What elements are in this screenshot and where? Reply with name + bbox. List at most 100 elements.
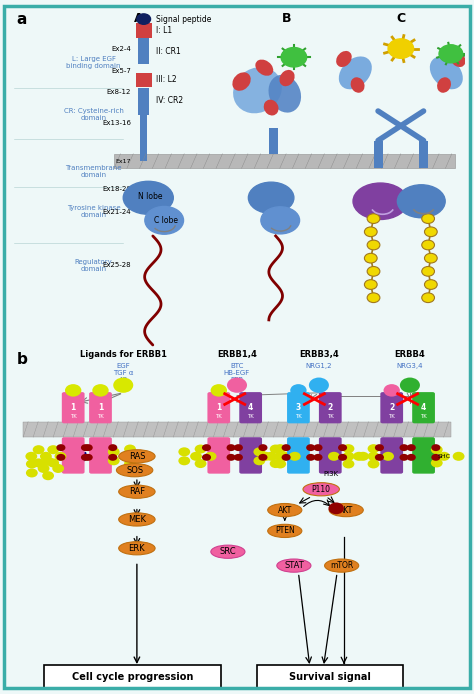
Text: AKT: AKT <box>278 506 292 514</box>
Text: STAT: STAT <box>284 561 304 570</box>
Circle shape <box>453 452 465 461</box>
Circle shape <box>137 14 151 24</box>
Circle shape <box>42 457 54 466</box>
Circle shape <box>407 444 416 451</box>
Ellipse shape <box>123 181 173 214</box>
Text: P110: P110 <box>312 485 331 493</box>
Ellipse shape <box>329 504 363 516</box>
Circle shape <box>328 452 340 461</box>
Circle shape <box>290 384 307 397</box>
Circle shape <box>258 444 267 451</box>
Circle shape <box>328 502 344 514</box>
Text: TK: TK <box>295 414 302 419</box>
Circle shape <box>42 471 54 480</box>
Text: EGF
TGF α
AR: EGF TGF α AR <box>113 362 134 382</box>
Circle shape <box>52 464 64 473</box>
FancyBboxPatch shape <box>239 392 262 423</box>
Text: C: C <box>396 12 405 25</box>
Text: A: A <box>134 12 144 25</box>
Text: 1: 1 <box>216 403 221 412</box>
Text: SRC: SRC <box>219 548 236 556</box>
Circle shape <box>422 293 435 303</box>
Ellipse shape <box>280 70 295 86</box>
Text: TK: TK <box>327 414 334 419</box>
Circle shape <box>375 444 384 451</box>
FancyBboxPatch shape <box>319 437 342 473</box>
FancyBboxPatch shape <box>380 392 403 423</box>
Circle shape <box>274 459 286 468</box>
Circle shape <box>108 448 119 457</box>
Circle shape <box>400 454 409 461</box>
Circle shape <box>47 459 59 468</box>
Ellipse shape <box>351 77 365 93</box>
Ellipse shape <box>303 483 339 496</box>
Circle shape <box>365 280 377 289</box>
Text: SOS: SOS <box>126 466 143 475</box>
Ellipse shape <box>211 545 245 558</box>
Ellipse shape <box>268 525 302 537</box>
Circle shape <box>439 45 463 63</box>
Text: NRG3,4: NRG3,4 <box>397 362 423 369</box>
Text: I: L1: I: L1 <box>156 26 173 35</box>
Text: Regulatory
domain: Regulatory domain <box>75 259 112 272</box>
Text: Ex13-16: Ex13-16 <box>102 120 131 126</box>
Text: TK: TK <box>388 414 395 419</box>
FancyBboxPatch shape <box>62 437 84 473</box>
Text: NRG1,2: NRG1,2 <box>306 362 332 369</box>
Circle shape <box>375 454 384 461</box>
Text: III: L2: III: L2 <box>156 76 177 84</box>
Circle shape <box>270 445 282 454</box>
Text: TK: TK <box>247 414 254 419</box>
Text: Ex2-4: Ex2-4 <box>111 46 131 51</box>
Ellipse shape <box>118 450 155 463</box>
Circle shape <box>425 253 437 263</box>
Circle shape <box>81 454 90 461</box>
Circle shape <box>431 459 443 468</box>
Ellipse shape <box>325 559 359 572</box>
Circle shape <box>367 293 380 303</box>
Circle shape <box>388 39 413 58</box>
Text: L: Large EGF
binding domain: L: Large EGF binding domain <box>66 56 121 69</box>
Text: ERBB4: ERBB4 <box>394 350 425 359</box>
Circle shape <box>438 452 450 461</box>
Ellipse shape <box>145 207 183 235</box>
Circle shape <box>368 444 379 453</box>
Circle shape <box>367 240 380 250</box>
Circle shape <box>265 452 277 461</box>
FancyBboxPatch shape <box>412 437 435 473</box>
FancyBboxPatch shape <box>89 437 112 473</box>
Circle shape <box>368 452 379 461</box>
Circle shape <box>270 459 282 468</box>
Text: 2: 2 <box>328 403 333 412</box>
Text: Transmembrane
domain: Transmembrane domain <box>65 165 122 178</box>
Circle shape <box>365 227 377 237</box>
Circle shape <box>357 452 369 461</box>
Text: Ex17: Ex17 <box>116 159 131 164</box>
Ellipse shape <box>277 559 311 572</box>
Circle shape <box>343 452 355 461</box>
Text: TK: TK <box>420 414 427 419</box>
Circle shape <box>210 384 227 397</box>
Text: 4: 4 <box>421 403 426 412</box>
FancyBboxPatch shape <box>287 392 310 423</box>
Circle shape <box>83 444 93 451</box>
Circle shape <box>92 384 109 397</box>
FancyBboxPatch shape <box>208 437 230 473</box>
Bar <box>140 115 147 162</box>
Circle shape <box>343 444 355 453</box>
Text: 2: 2 <box>389 403 394 412</box>
Ellipse shape <box>248 183 294 214</box>
Circle shape <box>33 445 45 454</box>
Text: PI3K: PI3K <box>323 471 338 477</box>
Circle shape <box>422 266 435 276</box>
Text: Cell cycle progression: Cell cycle progression <box>72 672 193 682</box>
Text: TK: TK <box>70 414 77 419</box>
Ellipse shape <box>255 60 273 76</box>
Ellipse shape <box>450 51 465 67</box>
Text: II: CR1: II: CR1 <box>156 47 181 56</box>
Ellipse shape <box>261 207 300 234</box>
Circle shape <box>281 47 307 67</box>
Text: C lobe: C lobe <box>155 216 179 225</box>
Text: RAS: RAS <box>128 452 145 461</box>
Circle shape <box>400 378 420 393</box>
